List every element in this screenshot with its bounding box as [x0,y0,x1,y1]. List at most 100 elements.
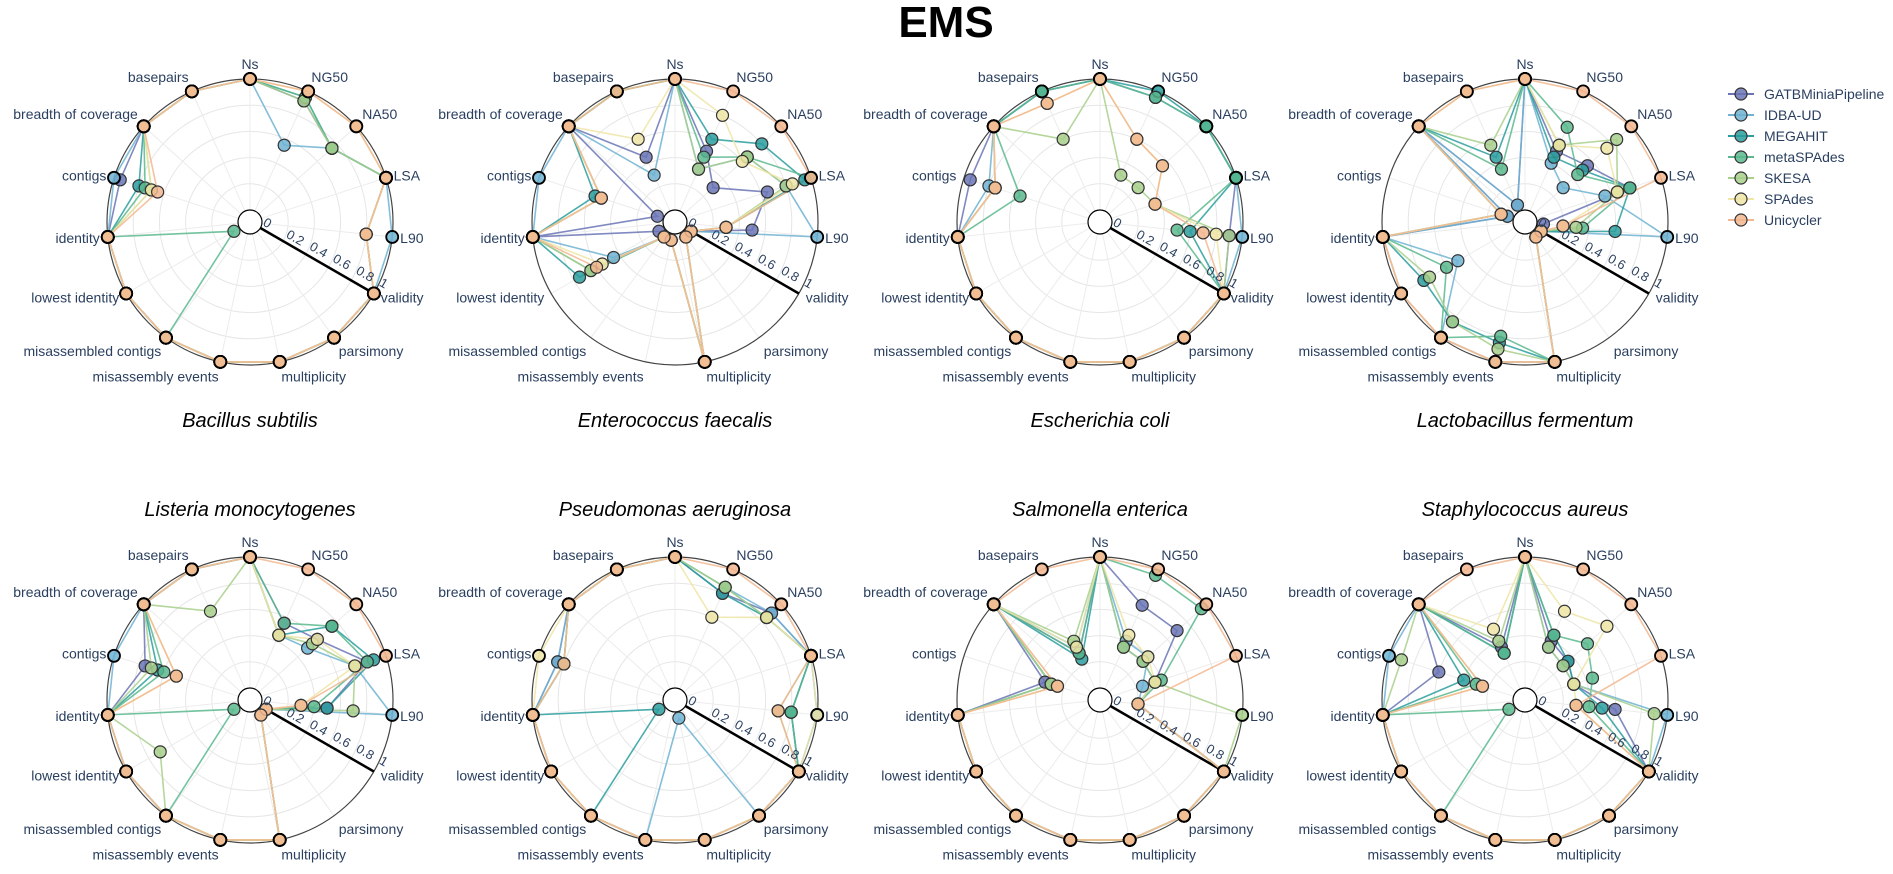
angular-grid-line [256,709,335,816]
data-point [1475,679,1490,693]
radial-tick-label: 0 [686,693,700,710]
angular-axis-label: misassembled contigs [874,343,1012,359]
angular-axis-label: contigs [487,645,531,661]
angular-axis-label: validity [1656,290,1699,306]
radial-tick-label: 0 [261,215,275,232]
data-point [1547,150,1561,164]
data-point [668,550,682,564]
data-point [1177,808,1191,823]
data-point [594,191,608,205]
legend-marker-swatch [1734,87,1748,101]
legend-marker-swatch [1734,171,1748,185]
angular-axis-label: identity [480,708,524,724]
legend-marker-swatch [1734,108,1748,122]
angular-axis-label: basepairs [128,69,189,85]
radial-tick-label: 0 [1111,693,1125,710]
angular-axis-label: breadth of coverage [438,584,563,600]
angular-axis-label: L90 [1250,708,1274,724]
radial-tick-label: 0 [1111,215,1125,232]
angular-axis-label: NG50 [1586,69,1623,85]
data-point [760,185,774,199]
data-point [379,648,393,663]
angular-axis-label: basepairs [978,547,1039,563]
legend-item[interactable]: IDBA-UD [1728,107,1822,123]
angular-axis-label: validity [381,290,424,306]
data-point [1576,562,1591,577]
data-point [1382,648,1396,663]
radial-tick-label: 0 [686,215,700,232]
data-point [1209,227,1223,241]
angular-grid-line [1400,705,1515,772]
legend-item[interactable]: metaSPAdes [1728,149,1845,165]
legend-item[interactable]: Unicycler [1728,212,1822,228]
radial-tick-label: 0.8 [779,741,802,763]
legend-item[interactable]: SPAdes [1728,191,1814,207]
data-point [1122,832,1137,847]
polar-panel: Enterococcus faecalis Ns NG50 NA50 LSA L90 val… [438,56,848,432]
angular-axis-label: misassembled contigs [449,343,587,359]
angular-grid-line [165,231,244,338]
data-point [1135,679,1150,693]
angular-axis-label: basepairs [553,69,614,85]
center-hole [1087,209,1113,235]
angular-axis-label: parsimony [1614,821,1679,837]
angular-axis-label: multiplicity [706,847,771,863]
data-point [1432,665,1446,679]
angular-axis-label: validity [1231,290,1274,306]
angular-axis-label: basepairs [1403,547,1464,563]
angular-axis-label: identity [905,230,949,246]
angular-axis-label: multiplicity [1131,847,1196,863]
data-point [609,562,624,577]
data-point [1497,646,1511,660]
data-point [1093,550,1107,564]
angular-axis-label: misassembly events [518,847,644,863]
angular-axis-label: NG50 [311,547,348,563]
data-point [544,764,559,779]
angular-axis-label: NA50 [787,106,822,122]
angular-axis-label: LSA [394,167,421,183]
data-point [272,832,287,847]
data-point [1122,354,1137,369]
data-point [159,330,173,345]
data-point [804,170,818,185]
legend-item[interactable]: MEGAHIT [1728,128,1828,144]
angular-axis-label: contigs [487,167,531,183]
legend-item[interactable]: SKESA [1728,170,1811,186]
data-point [1056,132,1070,146]
data-point [1518,550,1532,564]
angular-axis-label: misassembly events [518,369,644,385]
angular-axis-label: breadth of coverage [863,584,988,600]
angular-grid-line [1111,177,1237,219]
data-point [184,562,199,577]
data-point [254,708,268,722]
angular-grid-line [219,233,248,362]
data-point [1434,330,1448,345]
radial-axis-line [259,704,375,773]
angular-grid-line [107,700,239,716]
legend-label: SPAdes [1764,191,1814,207]
legend-item[interactable]: GATBMiniaPipeline [1728,86,1885,102]
angular-axis-label: Ns [1516,56,1533,72]
series-line [956,78,1225,363]
angular-axis-label: LSA [1244,167,1271,183]
data-point [584,808,598,823]
data-point [1484,138,1498,152]
angular-axis-label: breadth of coverage [863,106,988,122]
radial-axis-line [1534,226,1650,295]
data-point [144,661,158,675]
angular-axis-label: L90 [1675,708,1699,724]
angular-axis-label: validity [806,290,849,306]
data-point [532,648,546,663]
data-point [705,610,719,624]
angular-axis-label: parsimony [764,821,829,837]
data-point [1623,181,1637,195]
angular-axis-label: Ns [1091,534,1108,550]
series-line [1381,556,1663,841]
radial-tick-label: 0.8 [1629,741,1652,763]
panel-title: Escherichia coli [1031,410,1171,432]
data-point [986,597,1001,612]
angular-grid-line [957,222,1089,238]
data-point [589,260,604,274]
radial-axis-line [1109,226,1225,295]
